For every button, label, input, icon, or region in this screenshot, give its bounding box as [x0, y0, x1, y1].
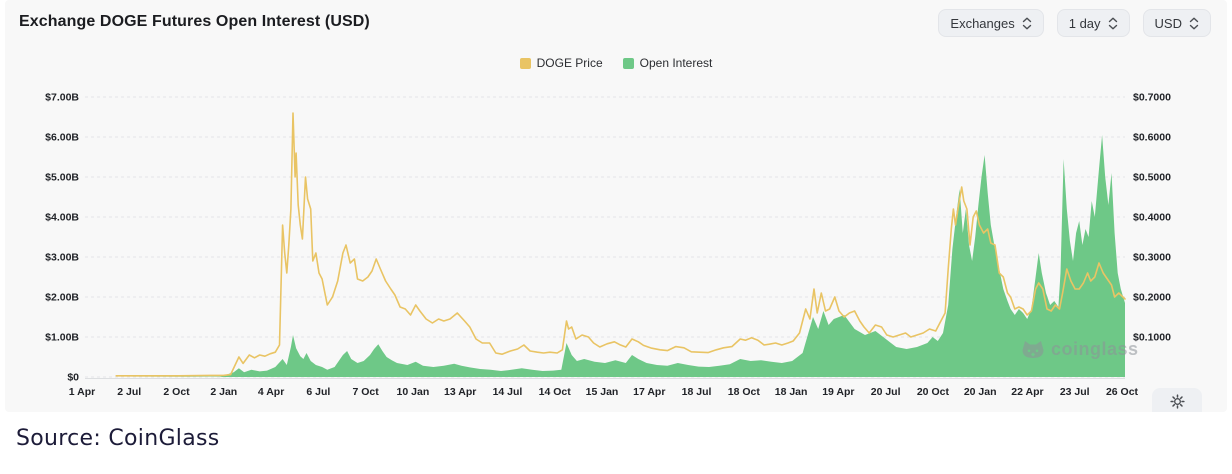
svg-text:20 Jan: 20 Jan — [964, 386, 997, 398]
svg-text:$4.00B: $4.00B — [45, 212, 79, 224]
legend-item-open-interest[interactable]: Open Interest — [622, 56, 713, 70]
legend-label: Open Interest — [639, 56, 713, 70]
svg-text:$0.3000: $0.3000 — [1133, 252, 1171, 264]
updown-chevron-icon — [1108, 17, 1117, 29]
interval-select[interactable]: 1 day — [1056, 9, 1130, 37]
currency-select-label: USD — [1154, 15, 1182, 31]
page-title: Exchange DOGE Futures Open Interest (USD… — [19, 13, 370, 30]
svg-text:17 Apr: 17 Apr — [633, 386, 665, 398]
svg-text:$6.00B: $6.00B — [45, 132, 79, 144]
interval-select-label: 1 day — [1068, 15, 1101, 31]
gear-icon — [1169, 393, 1185, 409]
svg-text:19 Apr: 19 Apr — [822, 386, 854, 398]
svg-text:18 Jan: 18 Jan — [775, 386, 808, 398]
svg-text:20 Oct: 20 Oct — [917, 386, 950, 398]
exchanges-select[interactable]: Exchanges — [938, 9, 1044, 37]
svg-text:$2.00B: $2.00B — [45, 292, 79, 304]
updown-chevron-icon — [1189, 17, 1199, 29]
svg-text:1 Apr: 1 Apr — [69, 386, 95, 398]
svg-text:$0.4000: $0.4000 — [1133, 212, 1171, 224]
svg-text:$0.5000: $0.5000 — [1133, 172, 1171, 184]
chart-controls: Exchanges 1 day USD — [938, 9, 1211, 37]
source-caption: Source: CoinGlass — [16, 426, 220, 451]
svg-text:$0.2000: $0.2000 — [1133, 292, 1171, 304]
open-interest-swatch-icon — [622, 57, 634, 69]
doge-price-swatch-icon — [519, 57, 531, 69]
chart-legend: DOGE Price Open Interest — [5, 56, 1227, 70]
legend-item-doge-price[interactable]: DOGE Price — [519, 56, 603, 70]
svg-text:$7.00B: $7.00B — [45, 92, 79, 104]
currency-select[interactable]: USD — [1142, 9, 1211, 37]
svg-text:10 Jan: 10 Jan — [397, 386, 430, 398]
svg-text:$1.00B: $1.00B — [45, 332, 79, 344]
svg-text:2 Jul: 2 Jul — [117, 386, 141, 398]
svg-text:4 Apr: 4 Apr — [258, 386, 284, 398]
svg-text:26 Oct: 26 Oct — [1106, 386, 1139, 398]
svg-text:$3.00B: $3.00B — [45, 252, 79, 264]
settings-button[interactable] — [1152, 388, 1202, 412]
chart-card: Exchange DOGE Futures Open Interest (USD… — [5, 0, 1227, 412]
svg-text:2 Jan: 2 Jan — [210, 386, 237, 398]
svg-text:2 Oct: 2 Oct — [163, 386, 190, 398]
svg-text:23 Jul: 23 Jul — [1060, 386, 1090, 398]
svg-text:18 Jul: 18 Jul — [682, 386, 712, 398]
svg-text:15 Jan: 15 Jan — [586, 386, 619, 398]
svg-text:22 Apr: 22 Apr — [1011, 386, 1043, 398]
svg-text:$5.00B: $5.00B — [45, 172, 79, 184]
svg-text:13 Apr: 13 Apr — [444, 386, 476, 398]
exchanges-select-label: Exchanges — [950, 15, 1015, 31]
legend-label: DOGE Price — [536, 56, 603, 70]
svg-text:14 Jul: 14 Jul — [493, 386, 523, 398]
chart-plot[interactable]: $0 $1.00B $2.00B $3.00B $4.00B $5.00B $6.00B $7… — [5, 0, 1227, 412]
svg-text:7 Oct: 7 Oct — [353, 386, 380, 398]
updown-chevron-icon — [1022, 17, 1031, 29]
svg-text:14 Oct: 14 Oct — [539, 386, 572, 398]
svg-text:$0.6000: $0.6000 — [1133, 132, 1171, 144]
svg-text:$0.7000: $0.7000 — [1133, 92, 1171, 104]
svg-text:$0.1000: $0.1000 — [1133, 332, 1171, 344]
svg-text:18 Oct: 18 Oct — [728, 386, 761, 398]
svg-text:20 Jul: 20 Jul — [871, 386, 901, 398]
svg-text:6 Jul: 6 Jul — [306, 386, 330, 398]
svg-text:$0: $0 — [67, 372, 79, 384]
